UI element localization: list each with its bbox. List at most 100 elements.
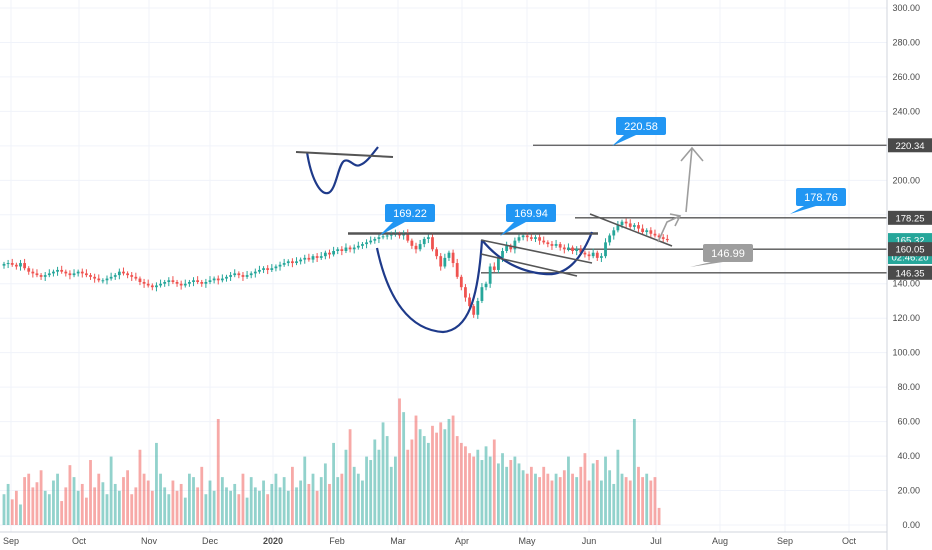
callout-pointer bbox=[500, 222, 526, 236]
volume-bar bbox=[632, 418, 636, 525]
candle-body bbox=[657, 235, 661, 238]
candle-body bbox=[188, 282, 191, 284]
volume-bar bbox=[525, 473, 529, 525]
volume-bar bbox=[10, 499, 14, 525]
volume-bar bbox=[163, 487, 167, 525]
candle-body bbox=[64, 271, 68, 274]
volume-bar bbox=[274, 473, 278, 525]
candle-body bbox=[138, 278, 142, 283]
price-tick-label: 60.00 bbox=[897, 417, 920, 427]
candle-body bbox=[612, 230, 616, 236]
candle-body bbox=[241, 275, 245, 277]
candle-body bbox=[381, 236, 385, 238]
price-tag-label: 160.05 bbox=[895, 245, 924, 256]
price-tag-box bbox=[888, 265, 932, 280]
volume-bar bbox=[447, 418, 451, 525]
candle-body bbox=[649, 230, 653, 234]
candle-body bbox=[171, 280, 175, 283]
volume-bar bbox=[200, 466, 204, 525]
volume-bar bbox=[439, 422, 443, 525]
candle-body bbox=[665, 238, 669, 241]
volume-bar bbox=[369, 460, 373, 525]
candle-body bbox=[117, 271, 121, 276]
time-tick-label: Oct bbox=[842, 536, 857, 546]
candle-body bbox=[208, 280, 212, 283]
volume-bar bbox=[311, 473, 315, 525]
volume-bar bbox=[422, 436, 426, 525]
volume-bar bbox=[175, 490, 179, 525]
candle-body bbox=[550, 244, 554, 246]
volume-bar bbox=[126, 470, 129, 525]
volume-bar bbox=[361, 480, 364, 525]
time-tick-label: Nov bbox=[141, 536, 158, 546]
price-tag-box bbox=[888, 138, 932, 153]
price-tick-label: 120.00 bbox=[892, 313, 920, 323]
volume-bar bbox=[253, 487, 257, 525]
candle-body bbox=[109, 276, 113, 279]
candle-body bbox=[52, 271, 55, 274]
volume-bar bbox=[472, 456, 476, 525]
volume-bar bbox=[406, 449, 410, 525]
volume-bar bbox=[233, 483, 237, 525]
volume-bar bbox=[2, 494, 6, 525]
candle-body bbox=[365, 242, 368, 245]
volume-bar bbox=[278, 487, 282, 525]
candle-body bbox=[19, 263, 22, 267]
time-axis[interactable]: Sep Oct Nov Dec 2020 Feb Mar Apr May Jun Jul Aug Sep… bbox=[3, 536, 857, 546]
candle-body bbox=[356, 245, 360, 248]
volume-bar bbox=[600, 480, 603, 525]
time-tick-label: Feb bbox=[329, 536, 345, 546]
volume-bar bbox=[303, 456, 307, 525]
candle-body bbox=[385, 235, 389, 237]
volume-bar bbox=[76, 490, 80, 525]
candle-body bbox=[472, 306, 476, 315]
volume-bar bbox=[451, 415, 455, 525]
volume-bar bbox=[27, 473, 31, 525]
volume-bar bbox=[591, 463, 595, 525]
candle-body bbox=[480, 287, 484, 301]
volume-bar bbox=[150, 490, 154, 525]
arrow-up-small-head bbox=[669, 213, 682, 227]
candle-body bbox=[558, 244, 562, 248]
candle-body bbox=[505, 245, 509, 251]
volume-bar bbox=[595, 460, 599, 525]
candle-body bbox=[286, 261, 290, 264]
volume-bar bbox=[270, 483, 274, 525]
candle-body bbox=[237, 273, 241, 276]
candle-body bbox=[266, 268, 270, 270]
callout-box bbox=[506, 204, 556, 222]
candle-body bbox=[68, 273, 72, 276]
volume-bar bbox=[315, 490, 319, 525]
volume-bar bbox=[14, 490, 18, 525]
candle-body bbox=[389, 234, 393, 236]
candle-body bbox=[447, 252, 451, 258]
volume-bar bbox=[35, 482, 39, 525]
candle-body bbox=[175, 282, 179, 284]
volume-bar bbox=[653, 477, 657, 525]
volume-bar bbox=[385, 436, 389, 525]
time-tick-label: Jun bbox=[582, 536, 597, 546]
volume-bar bbox=[89, 460, 92, 525]
candle-body bbox=[410, 240, 414, 246]
volume-bar bbox=[241, 473, 245, 525]
callout-pointer bbox=[612, 135, 636, 146]
volume-bar bbox=[295, 487, 298, 525]
candle-body bbox=[332, 250, 335, 255]
price-tag-label: 165.32 bbox=[895, 236, 924, 247]
cup-pattern-large bbox=[375, 239, 484, 334]
volume-bar bbox=[282, 477, 286, 525]
volume-bar bbox=[6, 483, 10, 525]
volume-bar bbox=[19, 504, 22, 525]
volume-bar bbox=[245, 497, 249, 525]
candle-body bbox=[200, 282, 204, 284]
time-tick-label: Oct bbox=[72, 536, 87, 546]
volume-bar bbox=[645, 473, 649, 525]
candle-body bbox=[624, 221, 628, 224]
price-tick-label: 280.00 bbox=[892, 37, 920, 47]
candle-body bbox=[216, 278, 220, 281]
price-tick-label: 240.00 bbox=[892, 106, 920, 116]
volume-bar bbox=[616, 449, 620, 525]
volume-bar bbox=[575, 477, 579, 525]
volume-bar bbox=[459, 442, 463, 525]
